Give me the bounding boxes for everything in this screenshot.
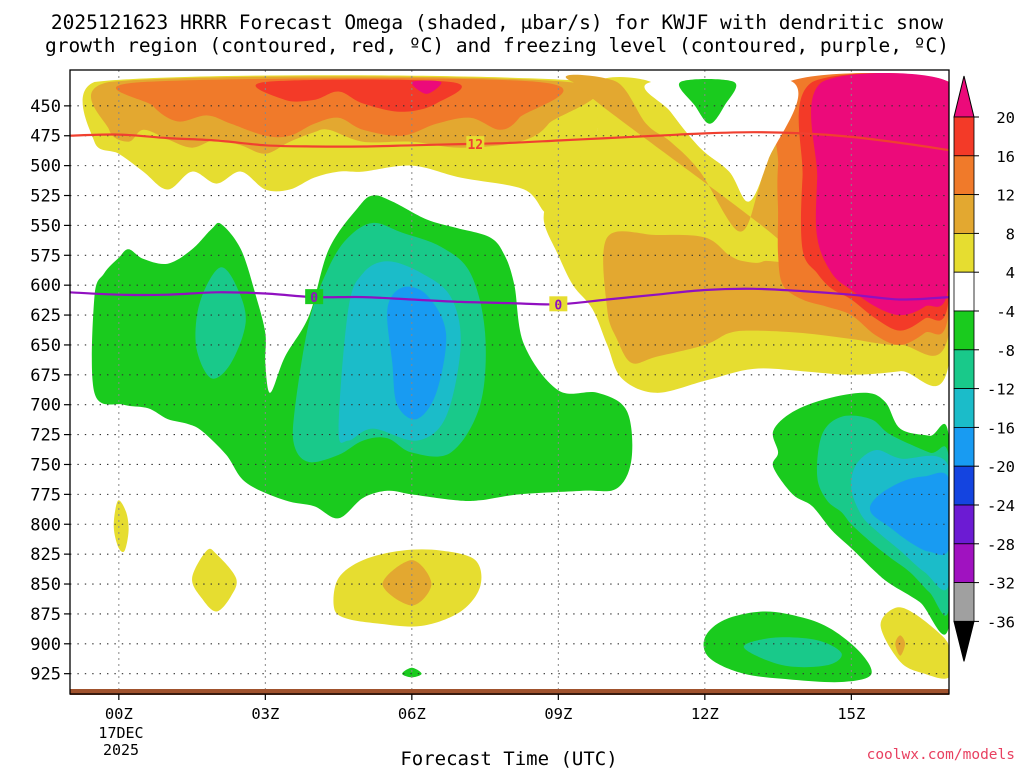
colorbar-segment <box>953 582 975 622</box>
omega-region-right-pink <box>811 73 949 316</box>
site-credit: coolwx.com/models <box>867 747 1015 763</box>
colorbar-segment <box>953 504 975 545</box>
contour-label-bg <box>466 136 485 152</box>
y-tick-label: 700 <box>30 396 61 416</box>
freezing-level-contour-line <box>70 287 949 306</box>
contours: 12 0 0 <box>70 131 949 313</box>
omega-region-green-dot <box>402 667 422 678</box>
y-tick-label: 875 <box>30 605 61 625</box>
y-tick-label: 800 <box>30 515 61 535</box>
colorbar-label: -4 <box>996 303 1015 321</box>
omega-region-yellow-lower-right <box>880 607 949 679</box>
y-tick-label: 450 <box>30 97 61 117</box>
x-tick-label: 06Z <box>398 705 426 723</box>
omega-region-gold-blob-lower <box>382 560 432 606</box>
omega-region-right-green-small <box>678 79 737 124</box>
y-tick-label: 925 <box>30 665 61 685</box>
colorbar-label: -16 <box>987 419 1015 437</box>
omega-region-right-white-notch <box>644 75 799 202</box>
omega-region-upper-red <box>255 79 462 112</box>
colorbar-segment <box>953 465 975 506</box>
omega-region-teal-left <box>195 267 246 379</box>
omega-region-teal-lower <box>743 637 842 668</box>
colorbar-segment <box>953 232 975 273</box>
x-tick-label: 12Z <box>691 705 719 723</box>
y-tick-label: 475 <box>30 127 61 147</box>
y-tick-label: 625 <box>30 306 61 326</box>
y-tick-label: 650 <box>30 336 61 356</box>
colorbar-label: -36 <box>987 613 1015 631</box>
x-tick-label: 15Z <box>837 705 865 723</box>
plot-area: 12 0 0 <box>69 69 950 695</box>
x-axis-title: Forecast Time (UTC) <box>400 748 617 768</box>
chart-title-line1: 2025121623 HRRR Forecast Omega (shaded, … <box>51 11 943 34</box>
omega-region-blue-right <box>869 472 949 555</box>
dgz-contour-line <box>70 131 949 152</box>
colorbar-label: -12 <box>987 381 1015 399</box>
contour-label-bg <box>549 296 568 312</box>
x-tick-label: 00Z <box>105 705 133 723</box>
colorbar: 20 16 12 8 4 -4 -8 -12 -16 -20 -24 -28 -32 -36 <box>953 75 1015 662</box>
y-tick-label: 725 <box>30 426 61 446</box>
y-tick-label: 750 <box>30 455 61 475</box>
colorbar-segment <box>953 310 975 351</box>
colorbar-label: 12 <box>996 187 1015 205</box>
x-tick-label: 09Z <box>544 705 572 723</box>
ground-level-bar <box>70 689 949 695</box>
omega-region-yellow-left-spot <box>113 500 129 553</box>
colorbar-segment <box>953 271 975 312</box>
colorbar-segment <box>953 349 975 389</box>
omega-region-upper-pink <box>411 80 442 94</box>
x-tick-label: 03Z <box>251 705 279 723</box>
date-label-year: 2025 <box>103 741 139 759</box>
colorbar-label: -8 <box>996 342 1015 360</box>
colorbar-label: 20 <box>996 109 1015 127</box>
omega-shaded-regions <box>82 73 949 683</box>
colorbar-segment <box>953 155 975 196</box>
y-axis: 450 475 500 525 550 575 600 625 650 675 700 725 750 7… <box>30 97 70 685</box>
omega-region-yellow-spot-2 <box>192 548 237 612</box>
contour-label-bg <box>305 289 324 305</box>
plot-gridlines <box>70 70 949 694</box>
plot-frame <box>69 69 950 695</box>
y-tick-label: 525 <box>30 187 61 207</box>
colorbar-label: -28 <box>987 536 1015 554</box>
x-axis: 00Z 03Z 06Z 09Z 12Z 15Z <box>105 694 865 723</box>
y-tick-label: 775 <box>30 485 61 505</box>
colorbar-segment <box>953 543 975 583</box>
colorbar-segment <box>953 194 975 234</box>
colorbar-bottom-arrow <box>953 620 975 662</box>
colorbar-label: 8 <box>1006 225 1015 243</box>
colorbar-label: 4 <box>1006 264 1015 282</box>
y-tick-label: 600 <box>30 276 61 296</box>
chart-title-line2: growth region (contoured, red, ºC) and f… <box>45 34 949 57</box>
omega-region-gold-lower-right <box>895 635 906 656</box>
colorbar-top-arrow <box>953 75 975 118</box>
y-tick-label: 675 <box>30 366 61 386</box>
contour-label: 0 <box>310 291 318 306</box>
colorbar-segment <box>953 388 975 428</box>
colorbar-segment <box>953 426 975 467</box>
omega-region-blue-middle <box>387 286 447 420</box>
y-tick-label: 500 <box>30 157 61 177</box>
y-tick-label: 575 <box>30 246 61 266</box>
colorbar-label: -32 <box>987 575 1015 593</box>
y-tick-label: 550 <box>30 216 61 236</box>
y-tick-label: 850 <box>30 575 61 595</box>
y-tick-label: 900 <box>30 635 61 655</box>
colorbar-segment <box>953 116 975 157</box>
y-tick-label: 825 <box>30 545 61 565</box>
colorbar-label: 16 <box>996 148 1015 166</box>
contour-label: 12 <box>467 138 483 153</box>
colorbar-label: -24 <box>987 497 1015 515</box>
colorbar-label: -20 <box>987 458 1015 476</box>
contour-label: 0 <box>554 298 562 313</box>
date-label-day: 17DEC <box>98 724 143 742</box>
